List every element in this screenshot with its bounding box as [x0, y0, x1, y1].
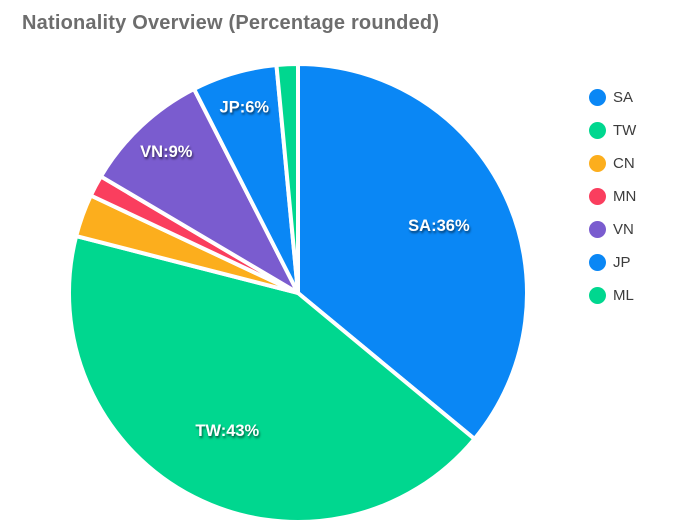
- legend-item-jp[interactable]: JP: [589, 254, 636, 271]
- legend-swatch-icon: [589, 188, 606, 205]
- legend-item-mn[interactable]: MN: [589, 188, 636, 205]
- legend-item-label: CN: [613, 155, 635, 172]
- legend-item-label: JP: [613, 254, 631, 271]
- legend-swatch-icon: [589, 287, 606, 304]
- pie-slice-ml[interactable]: [274, 62, 300, 295]
- legend-item-label: TW: [613, 122, 637, 139]
- chart-legend: SA TW CN MN VN JP ML: [589, 89, 636, 320]
- legend-item-ml[interactable]: ML: [589, 287, 636, 304]
- legend-item-label: VN: [613, 221, 634, 238]
- pie-slice-sa[interactable]: [296, 62, 529, 441]
- legend-swatch-icon: [589, 221, 606, 238]
- legend-item-vn[interactable]: VN: [589, 221, 636, 238]
- pie-slice-vn[interactable]: [98, 86, 300, 295]
- chart-title: Nationality Overview (Percentage rounded…: [22, 12, 440, 34]
- pie-slice-tw[interactable]: [67, 234, 477, 524]
- legend-item-cn[interactable]: CN: [589, 155, 636, 172]
- legend-swatch-icon: [589, 122, 606, 139]
- legend-item-label: SA: [613, 89, 634, 106]
- legend-swatch-icon: [589, 254, 606, 271]
- legend-item-label: ML: [613, 287, 634, 304]
- legend-item-sa[interactable]: SA: [589, 89, 636, 106]
- legend-item-tw[interactable]: TW: [589, 122, 636, 139]
- legend-swatch-icon: [589, 89, 606, 106]
- legend-swatch-icon: [589, 155, 606, 172]
- legend-item-label: MN: [613, 188, 637, 205]
